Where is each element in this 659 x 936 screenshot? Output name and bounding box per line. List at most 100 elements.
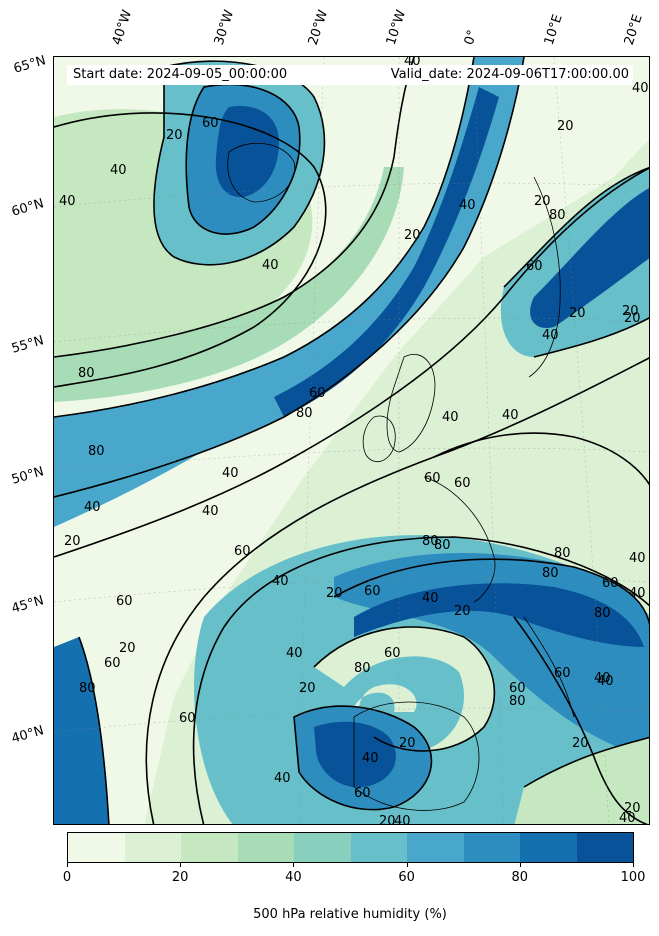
- humidity-map-canvas: 20 60 40 40 20 40 40 20 80 20 60 80 80 4…: [54, 57, 649, 825]
- contour-line-8: [333, 558, 649, 626]
- contour-label: 80: [509, 694, 526, 709]
- contour-label: 80: [78, 366, 95, 381]
- contour-label: 40: [84, 500, 101, 515]
- contour-label: 40: [459, 198, 476, 213]
- contour-label: 20: [166, 128, 183, 143]
- colorbar-segment: [576, 833, 633, 862]
- graticule-lat-40: [54, 707, 649, 733]
- contour-line-6: [145, 357, 649, 824]
- contour-line-13: [503, 166, 649, 288]
- graticule-lat-60: [54, 182, 649, 208]
- contour-label: 20: [379, 814, 396, 825]
- colorbar-tick: [406, 863, 408, 867]
- lon-label-0: 0°: [461, 28, 481, 47]
- colorbar-tick: [633, 863, 634, 867]
- contour-label: 40: [632, 81, 649, 96]
- colorbar-tick-label: 0: [62, 870, 72, 885]
- humidity-fill-nw-peak: [215, 106, 279, 198]
- contour-label: 60: [384, 646, 401, 661]
- contour-label: 40: [619, 811, 636, 825]
- colorbar-tick-label: 40: [285, 870, 302, 885]
- contour-label: 40: [59, 194, 76, 209]
- coastline-scandinavia: [528, 176, 561, 378]
- coastline-british-isles: [386, 354, 436, 453]
- contour-label: 40: [597, 674, 614, 689]
- contour-label: 20: [572, 736, 589, 751]
- colorbar-segment: [350, 833, 407, 862]
- colorbar-segment: [181, 833, 238, 862]
- contour-label: 20: [534, 194, 551, 209]
- contour-label: 20: [624, 311, 641, 326]
- contour-labels: 20 60 40 40 20 40 40 20 80 20 60 80 80 4…: [59, 57, 649, 825]
- lat-label-60n: 60°N: [9, 196, 46, 220]
- contour-label: 40: [262, 258, 279, 273]
- contour-label: 80: [296, 406, 313, 421]
- contour-label: 20: [64, 534, 81, 549]
- colorbar-tick: [180, 863, 182, 867]
- contour-label: 40: [594, 671, 611, 686]
- contour-line-17: [513, 616, 649, 824]
- humidity-fill-se-dry: [514, 737, 649, 824]
- contour-label: 80: [594, 606, 611, 621]
- contour-line-14: [533, 317, 649, 358]
- contour-label: 60: [116, 594, 133, 609]
- contour-label: 60: [104, 656, 121, 671]
- contour-label: 40: [629, 551, 646, 566]
- contour-line-3: [54, 57, 475, 418]
- contour-line-16: [78, 636, 110, 824]
- lon-label-20w: 20°W: [305, 8, 332, 47]
- lat-label-65n: 65°N: [11, 53, 48, 77]
- graticule-lat-50: [54, 447, 649, 473]
- contour-line-4: [54, 57, 525, 498]
- contour-label: 60: [424, 471, 441, 486]
- colorbar-tick-label: 80: [511, 870, 529, 885]
- contour-label: 80: [422, 534, 439, 549]
- colorbar-tick: [519, 863, 521, 867]
- contour-label: 40: [362, 751, 379, 766]
- lon-label-20e: 20°E: [621, 12, 646, 48]
- humidity-fill-west-moist: [54, 387, 274, 527]
- contour-label: 40: [502, 408, 519, 423]
- contour-label: 60: [509, 681, 526, 696]
- contour-line-7: [192, 536, 649, 824]
- contour-line-2: [54, 57, 415, 358]
- contour-label: 60: [602, 576, 619, 591]
- contour-label: 40: [222, 466, 239, 481]
- contour-label: 20: [557, 119, 574, 134]
- contour-label: 80: [88, 444, 105, 459]
- contour-label: 40: [542, 328, 559, 343]
- humidity-fill-jet-core: [274, 87, 499, 417]
- contour-label: 20: [404, 228, 421, 243]
- contour-label: 40: [202, 504, 219, 519]
- contour-label: 60: [234, 544, 251, 559]
- graticule-lon-10e: [553, 57, 610, 824]
- colorbar-segment: [68, 833, 125, 862]
- colorbar-tick-label: 100: [620, 870, 646, 885]
- colorbar-tick-label: 20: [171, 870, 189, 885]
- contour-label: 40: [394, 814, 411, 825]
- colorbar-segment: [463, 833, 520, 862]
- contour-label: 80: [354, 661, 371, 676]
- contour-label: 60: [526, 259, 543, 274]
- lat-label-50n: 50°N: [9, 464, 46, 488]
- graticule: [54, 57, 649, 824]
- contour-label: 80: [549, 208, 566, 223]
- colorbar-segment: [124, 833, 181, 862]
- colorbar-segment: [294, 833, 351, 862]
- colorbar-label: 500 hPa relative humidity (%): [253, 907, 447, 922]
- coastline-italy: [523, 616, 575, 718]
- graticule-lon-20w: [298, 57, 325, 824]
- contour-label: 60: [309, 386, 326, 401]
- contour-label: 20: [326, 586, 343, 601]
- lat-label-40n: 40°N: [9, 723, 46, 747]
- contour-label: 20: [624, 801, 641, 816]
- contour-label: 80: [554, 546, 571, 561]
- colorbar-segment: [407, 833, 464, 862]
- date-info-box: Start date: 2024-09-05_00:00:00 Valid_da…: [67, 65, 633, 85]
- humidity-map: 20 60 40 40 20 40 40 20 80 20 60 80 80 4…: [53, 56, 650, 825]
- lat-label-55n: 55°N: [9, 333, 46, 357]
- contour-label: 60: [202, 116, 219, 131]
- contour-line-10: [293, 705, 433, 811]
- coastline-iceland: [227, 142, 296, 203]
- graticule-lon-0: [473, 57, 505, 824]
